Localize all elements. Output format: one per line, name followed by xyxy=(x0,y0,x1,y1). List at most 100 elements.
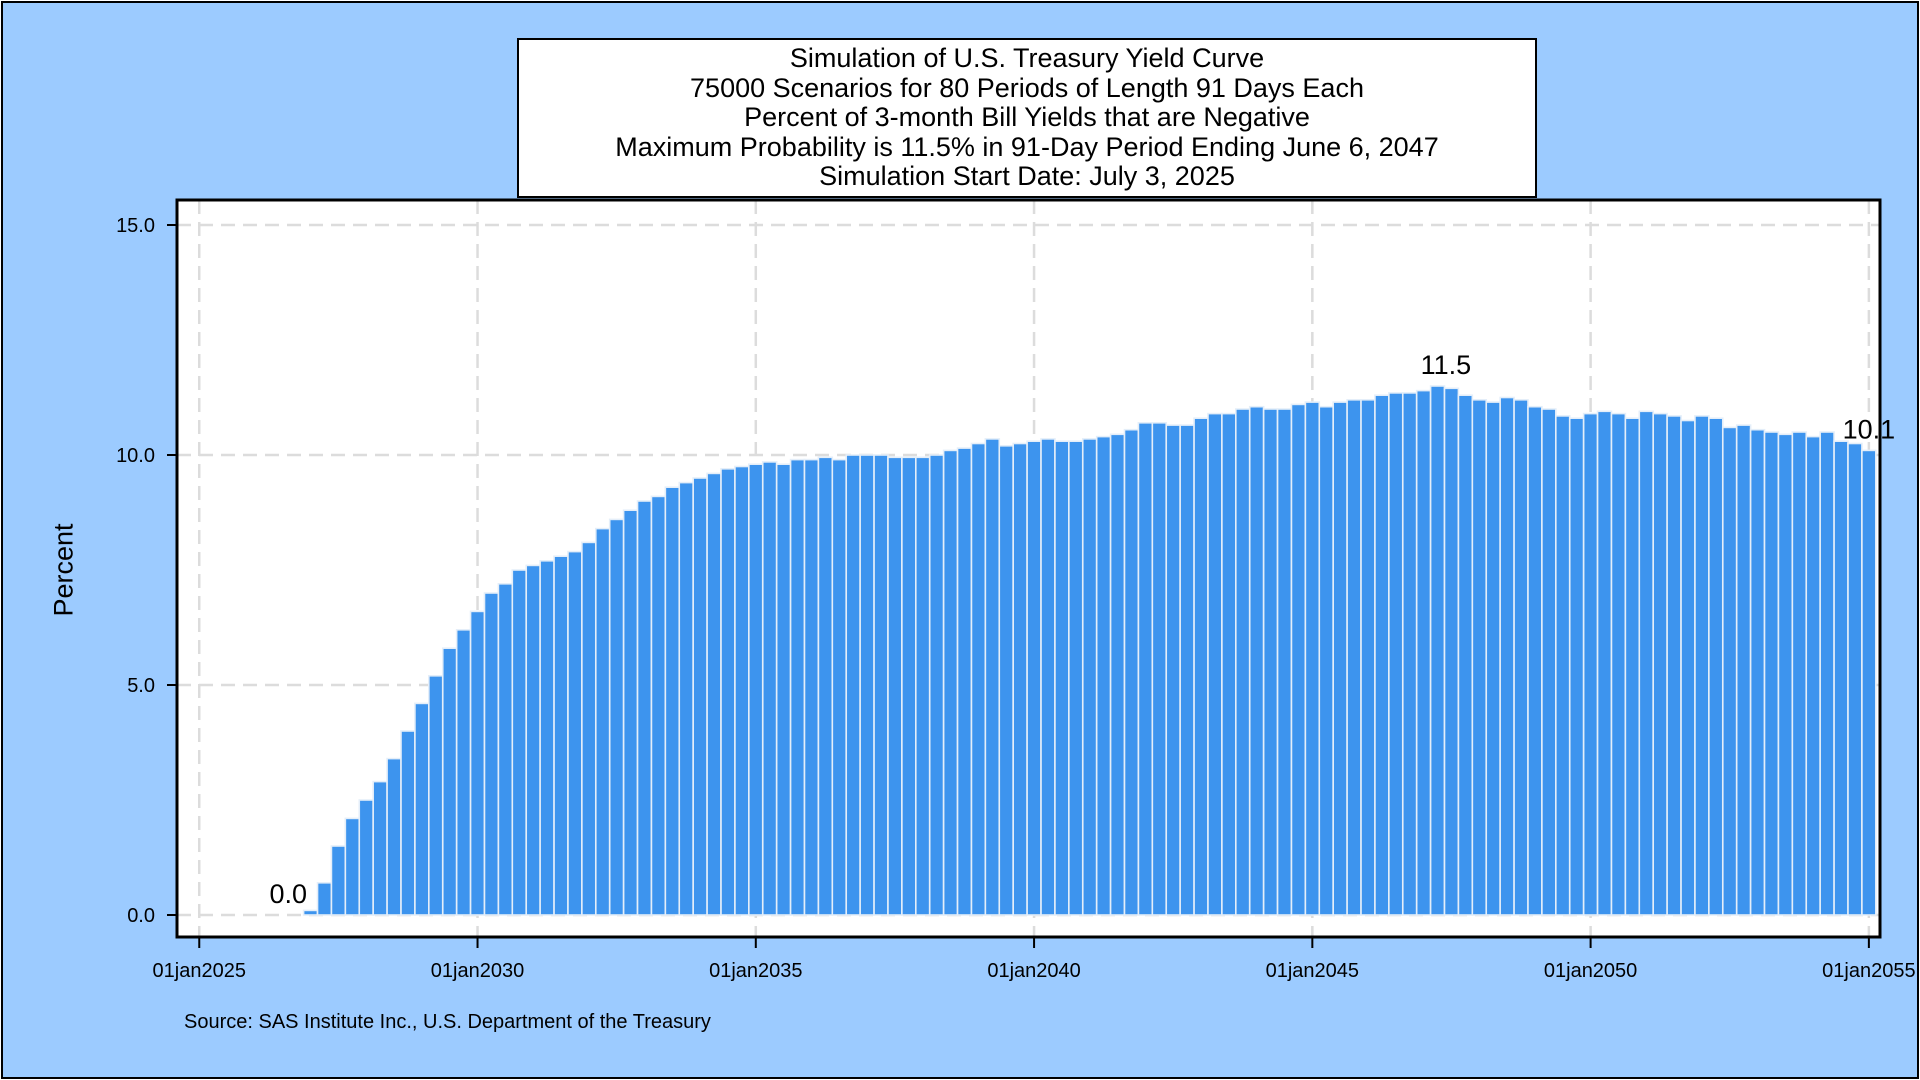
y-tick-label: 5.0 xyxy=(127,675,155,697)
bar xyxy=(942,449,959,916)
bar xyxy=(1749,428,1766,916)
bar xyxy=(803,458,820,916)
bar xyxy=(1248,405,1265,916)
x-tick-label: 01jan2025 xyxy=(153,960,246,982)
bar xyxy=(1318,405,1335,916)
bar xyxy=(789,458,806,916)
bar xyxy=(998,444,1014,916)
x-tick-label: 01jan2050 xyxy=(1544,960,1637,982)
bar xyxy=(692,477,708,916)
y-tick-label: 10.0 xyxy=(116,445,155,467)
title-line-4: Maximum Probability is 11.5% in 91-Day P… xyxy=(615,131,1439,162)
bar xyxy=(956,447,973,916)
data-label: 10.1 xyxy=(1843,414,1896,444)
bar xyxy=(1388,392,1404,916)
title-line-2: 75000 Scenarios for 80 Periods of Length… xyxy=(690,72,1364,103)
bar xyxy=(1415,389,1432,916)
bar xyxy=(1276,408,1293,916)
x-tick-label: 01jan2040 xyxy=(987,960,1080,982)
bar xyxy=(622,509,639,916)
bar xyxy=(650,495,667,916)
title-line-1: Simulation of U.S. Treasury Yield Curve xyxy=(789,43,1265,74)
bar xyxy=(873,454,889,916)
bar xyxy=(1638,410,1655,916)
bar xyxy=(1012,442,1028,916)
bar xyxy=(372,780,388,916)
x-tick-label: 01jan2045 xyxy=(1266,960,1359,982)
bar xyxy=(1193,417,1209,916)
bar xyxy=(1360,398,1376,916)
bar xyxy=(901,456,917,916)
bar xyxy=(1346,398,1362,916)
bar xyxy=(1721,426,1738,916)
bar xyxy=(400,730,416,916)
source-note: Source: SAS Institute Inc., U.S. Departm… xyxy=(184,1011,711,1033)
bar xyxy=(483,592,500,916)
bar xyxy=(1123,428,1140,916)
bar xyxy=(928,454,945,916)
x-tick-label: 01jan2055 xyxy=(1822,960,1915,982)
bar xyxy=(664,486,681,916)
bar xyxy=(316,881,333,916)
bar xyxy=(1109,433,1126,916)
bar xyxy=(1443,387,1460,916)
bar xyxy=(1165,424,1181,916)
bar xyxy=(1137,421,1154,916)
bar xyxy=(330,845,347,916)
bar xyxy=(1694,415,1710,916)
bar xyxy=(1568,417,1585,916)
bar xyxy=(1680,419,1696,916)
bar xyxy=(1262,408,1279,916)
bar xyxy=(414,702,430,916)
x-tick-label: 01jan2030 xyxy=(431,960,524,982)
bar xyxy=(1861,449,1877,916)
plot-border xyxy=(175,198,1882,939)
bar xyxy=(1555,415,1571,916)
bar xyxy=(1847,442,1863,916)
bar xyxy=(539,559,555,916)
bar xyxy=(441,647,458,916)
bar xyxy=(734,465,750,916)
bar xyxy=(761,461,778,916)
bar xyxy=(1207,412,1223,916)
bar xyxy=(1735,424,1752,916)
bar xyxy=(386,757,402,916)
bar xyxy=(1485,401,1501,916)
bar xyxy=(1666,415,1682,916)
bar xyxy=(1610,412,1627,916)
bar xyxy=(1708,417,1724,916)
bar xyxy=(1221,412,1237,916)
bar xyxy=(859,454,875,916)
bar xyxy=(302,909,319,916)
bar xyxy=(358,799,374,916)
bar xyxy=(1763,431,1780,916)
bar xyxy=(581,541,597,916)
bar xyxy=(344,817,361,916)
bar xyxy=(594,527,611,916)
bar xyxy=(1429,385,1446,916)
bar xyxy=(1582,412,1599,916)
bar xyxy=(1777,433,1794,916)
bar xyxy=(720,467,736,916)
bar xyxy=(497,582,514,916)
bar xyxy=(636,500,653,916)
bar xyxy=(914,456,931,916)
bar xyxy=(1596,410,1613,916)
bar xyxy=(1401,392,1418,916)
bar xyxy=(1026,440,1042,916)
bar xyxy=(1290,403,1307,916)
bar xyxy=(455,628,472,916)
bar xyxy=(1499,396,1515,916)
bar xyxy=(1833,440,1849,916)
bar xyxy=(970,442,987,916)
x-tick-label: 01jan2035 xyxy=(709,960,802,982)
bar xyxy=(1374,394,1390,916)
bar xyxy=(817,456,834,916)
y-axis-label: Percent xyxy=(48,523,79,617)
y-tick-label: 15.0 xyxy=(116,215,155,237)
bar xyxy=(1541,408,1557,916)
bar xyxy=(1235,408,1251,916)
bar xyxy=(1791,431,1808,916)
bar xyxy=(1179,424,1195,916)
bar xyxy=(1095,435,1112,916)
